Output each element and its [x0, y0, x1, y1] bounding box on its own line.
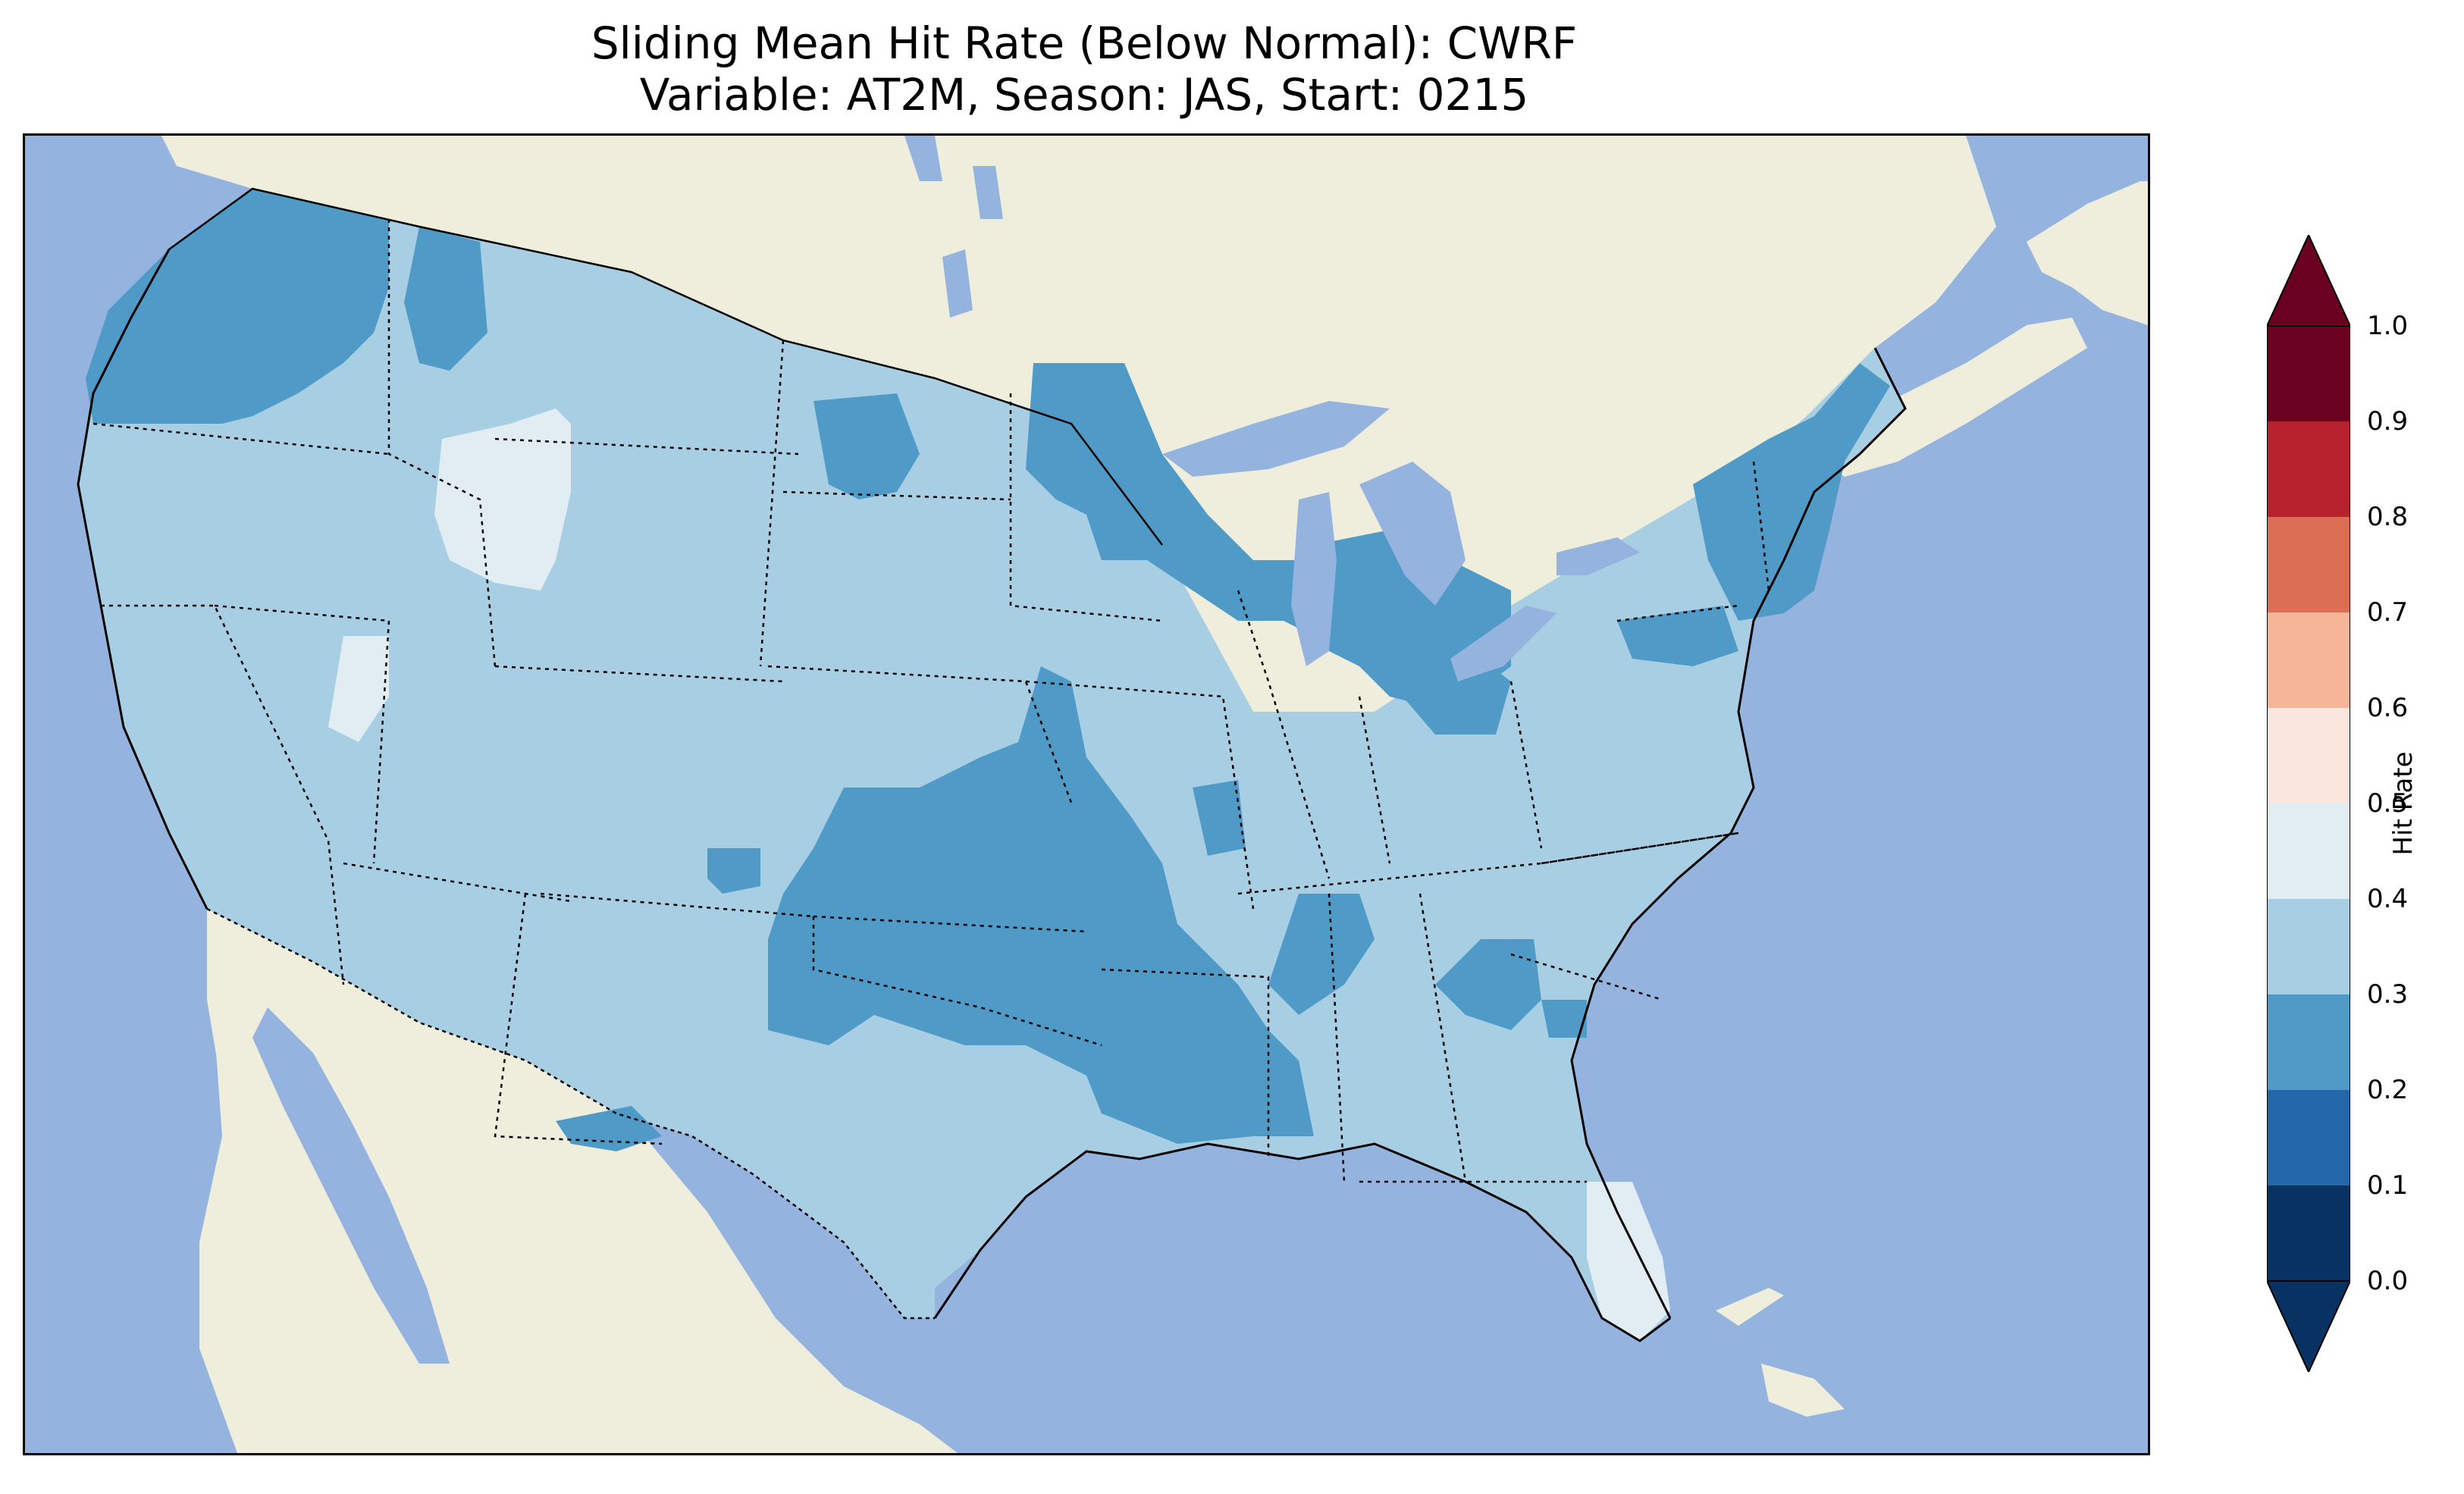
field-colorado-spot [707, 848, 760, 894]
map-subtitle: Variable: AT2M, Season: JAS, Start: 0215 [639, 69, 1529, 121]
border-ne-ks [767, 665, 1073, 803]
colorbar-tick-label: 0.5 [2367, 788, 2409, 819]
canada-lake-1 [942, 249, 973, 318]
coastline-pacific [77, 249, 208, 910]
field-sc-spot [1541, 1000, 1587, 1038]
colorbar-extend-min [2267, 1280, 2350, 1372]
border-co-nm [540, 892, 814, 918]
border-mn [1009, 393, 1163, 622]
colorbar-tick-label: 0.1 [2367, 1170, 2409, 1201]
coastline-atlantic [1570, 347, 1907, 1319]
colorbar-segment [2267, 899, 2350, 994]
colorbar-extend-max [2267, 235, 2350, 327]
gulf-of-california [252, 1007, 450, 1364]
border-ny-pa [1616, 604, 1739, 622]
colorbar-segment [2267, 994, 2350, 1090]
field-illinois-spot [1193, 780, 1246, 856]
colorbar-segment [2267, 326, 2350, 421]
field-tennessee [1268, 894, 1375, 1015]
border-in-oh [1358, 696, 1391, 864]
border-ar-la [1101, 968, 1270, 1159]
field-northeast [1693, 363, 1890, 621]
canada-lake-3 [904, 136, 942, 181]
border-nc-sc [1510, 953, 1663, 1001]
colorbar-segment [2267, 1090, 2350, 1185]
colorbar-segment [2267, 1185, 2350, 1281]
colorbar-tick-label: 0.0 [2367, 1266, 2409, 1296]
colorbar-outline [2267, 325, 2350, 1282]
canada-lake-2 [973, 166, 1003, 219]
map-canvas [25, 136, 2148, 1453]
colorbar-segment [2267, 708, 2350, 803]
colorbar-tick-label: 0.7 [2367, 597, 2409, 628]
field-michigan [1314, 530, 1511, 734]
colorbar-segment [2267, 421, 2350, 517]
map-panel [23, 133, 2150, 1455]
lake-ontario [1556, 537, 1640, 575]
field-nm-border [556, 1106, 662, 1151]
colorbar-tick-label: 0.4 [2367, 884, 2409, 914]
field-pa [1617, 606, 1738, 666]
colorbar-segment [2267, 612, 2350, 708]
coastline-gulf [933, 1142, 1671, 1342]
colorbar-segment [2267, 517, 2350, 612]
border-nv-ut [214, 604, 390, 864]
baja-peninsula [207, 909, 434, 1439]
border-wy-co [494, 665, 784, 683]
colorbar [2267, 235, 2350, 1372]
colorbar-tick-label: 0.6 [2367, 693, 2409, 723]
border-al-ga [1419, 893, 1467, 1182]
border-ky-tn [1237, 832, 1739, 895]
border-ok-tx [812, 916, 1102, 1047]
state-borders [77, 187, 1907, 1342]
bahamas-land [1716, 1288, 1784, 1326]
newfoundland-land [2027, 181, 2148, 325]
lake-superior [1162, 401, 1390, 477]
border-oh-pa [1509, 681, 1543, 849]
cuba-land [1761, 1364, 1845, 1417]
colorbar-segment [2267, 803, 2350, 899]
lake-huron [1359, 462, 1466, 606]
border-ca-nv [101, 604, 345, 985]
lake-erie [1450, 606, 1556, 681]
field-central-plains [768, 666, 1314, 1144]
colorbar-tick-label: 0.3 [2367, 979, 2409, 1010]
mexico-land [199, 909, 958, 1453]
border-nm-tx [494, 893, 663, 1145]
country-border-canada [168, 187, 1163, 546]
colorbar-segments [2267, 326, 2350, 1281]
colorbar-tick-label: 0.9 [2367, 406, 2409, 437]
border-ks-ok [813, 915, 1087, 933]
colorbar-tick-label: 1.0 [2367, 311, 2409, 341]
border-mt-wy [494, 437, 799, 456]
field-dakota [813, 393, 920, 500]
lake-michigan [1291, 492, 1337, 666]
border-ut-az [343, 862, 572, 903]
map-title: Sliding Mean Hit Rate (Below Normal): CW… [591, 17, 1578, 69]
border-id-mt [387, 219, 497, 667]
colorbar-tick-label: 0.8 [2367, 502, 2409, 532]
field-pnw [86, 189, 389, 424]
colorbar-tick-label: 0.2 [2367, 1075, 2409, 1105]
field-nevada-light [328, 636, 389, 742]
field-carolinas [1435, 939, 1541, 1030]
field-idaho-strip [404, 227, 487, 371]
field-florida-light [1587, 1182, 1670, 1341]
colorbar-label: Hit Rate [2388, 751, 2419, 856]
field-wyoming-light [434, 409, 571, 590]
border-ms-al [1328, 893, 1346, 1182]
